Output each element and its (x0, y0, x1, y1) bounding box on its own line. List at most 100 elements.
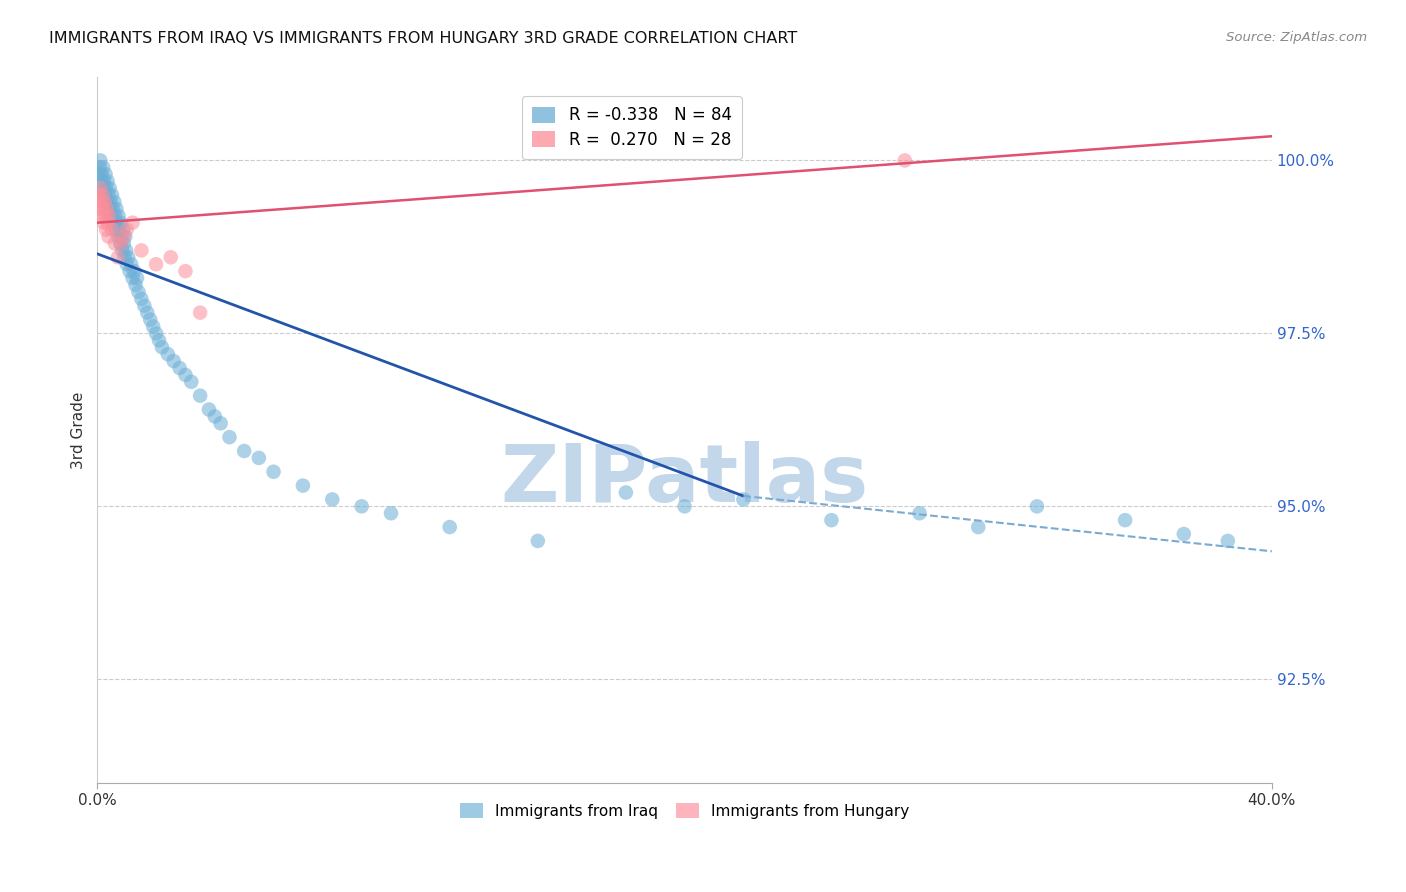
Point (97, 229, 120, 244)
Point (89, 161, 111, 175)
Point (118, 264, 141, 278)
Point (98, 209, 121, 223)
Point (169, 361, 191, 376)
Point (1026, 500, 1049, 514)
Point (110, 229, 132, 244)
Point (127, 285, 149, 299)
Point (93, 194, 115, 209)
Point (112, 229, 135, 244)
Point (89, 181, 111, 195)
Point (1173, 527, 1195, 541)
Point (110, 216, 132, 230)
Point (121, 271, 143, 285)
Point (733, 492, 755, 507)
Point (967, 520, 990, 534)
Point (142, 319, 165, 334)
Point (101, 188, 124, 202)
Point (174, 264, 197, 278)
Point (107, 209, 129, 223)
Point (233, 444, 256, 458)
Point (148, 334, 170, 348)
Point (108, 222, 131, 236)
Text: IMMIGRANTS FROM IRAQ VS IMMIGRANTS FROM HUNGARY 3RD GRADE CORRELATION CHART: IMMIGRANTS FROM IRAQ VS IMMIGRANTS FROM … (49, 31, 797, 46)
Point (291, 478, 314, 492)
Point (107, 229, 129, 244)
Point (91, 161, 114, 175)
Point (104, 236, 127, 251)
Point (180, 375, 202, 389)
Point (89, 153, 111, 168)
Point (96, 194, 118, 209)
Text: Source: ZipAtlas.com: Source: ZipAtlas.com (1226, 31, 1367, 45)
Point (90, 194, 112, 209)
Point (89, 202, 111, 216)
Point (96, 222, 118, 236)
Point (107, 250, 129, 264)
Point (112, 250, 135, 264)
Point (139, 312, 162, 326)
Point (156, 347, 179, 361)
Point (321, 492, 343, 507)
Point (111, 244, 134, 258)
Point (105, 216, 128, 230)
Point (96, 181, 118, 195)
Point (94, 167, 117, 181)
Point (188, 389, 211, 403)
Point (90, 174, 112, 188)
Point (145, 257, 167, 271)
Point (131, 244, 153, 258)
Point (90, 167, 112, 181)
Point (104, 222, 127, 236)
Point (115, 222, 138, 236)
Point (87, 167, 110, 181)
Point (112, 222, 135, 236)
Y-axis label: 3rd Grade: 3rd Grade (72, 392, 86, 469)
Point (204, 409, 226, 424)
Point (247, 450, 270, 465)
Point (122, 264, 145, 278)
Point (136, 305, 159, 319)
Point (218, 430, 240, 444)
Point (101, 222, 124, 236)
Point (93, 216, 115, 230)
Point (91, 181, 114, 195)
Point (117, 250, 139, 264)
Point (439, 520, 461, 534)
Point (134, 299, 156, 313)
Point (121, 216, 143, 230)
Point (100, 194, 122, 209)
Point (97, 216, 120, 230)
Point (125, 271, 148, 285)
Point (114, 229, 136, 244)
Point (91, 202, 114, 216)
Point (103, 216, 125, 230)
Point (97, 174, 120, 188)
Point (614, 485, 637, 500)
Point (673, 500, 696, 514)
Point (93, 188, 115, 202)
Point (90, 209, 112, 223)
Point (91, 188, 114, 202)
Point (145, 326, 167, 341)
Point (115, 244, 138, 258)
Point (1114, 513, 1136, 527)
Point (159, 250, 181, 264)
Point (527, 533, 550, 548)
Point (1216, 533, 1239, 548)
Point (104, 209, 127, 223)
Point (198, 402, 221, 417)
Point (131, 292, 153, 306)
Legend: Immigrants from Iraq, Immigrants from Hungary: Immigrants from Iraq, Immigrants from Hu… (454, 797, 915, 825)
Point (115, 257, 138, 271)
Point (87, 188, 110, 202)
Point (263, 465, 285, 479)
Point (112, 236, 135, 251)
Point (380, 506, 402, 520)
Point (820, 513, 842, 527)
Point (188, 305, 211, 319)
Point (110, 236, 132, 251)
Point (93, 174, 115, 188)
Point (97, 188, 120, 202)
Point (105, 202, 128, 216)
Point (96, 202, 118, 216)
